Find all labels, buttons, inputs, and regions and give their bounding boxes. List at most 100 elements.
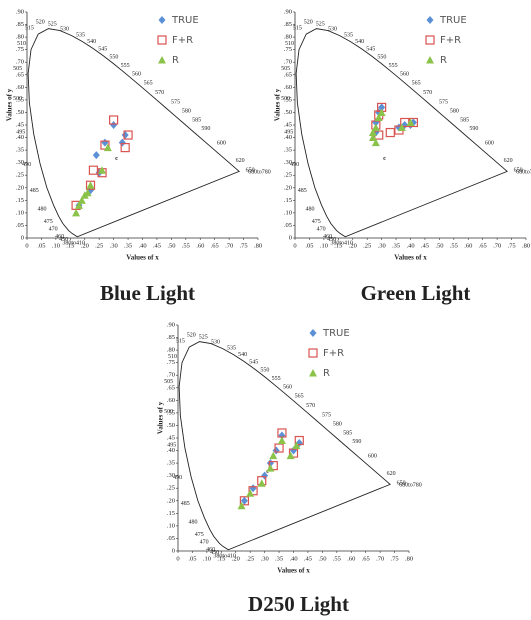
wavelength-label: 490 bbox=[22, 162, 31, 168]
legend-marker bbox=[309, 329, 317, 337]
wavelength-label: 380to410 bbox=[330, 241, 353, 247]
wavelength-label: 550 bbox=[260, 368, 269, 374]
y-tick-label: .30 bbox=[167, 472, 175, 479]
wavelength-label: 490 bbox=[290, 162, 299, 168]
wavelength-label: 680to780 bbox=[516, 170, 531, 176]
wavelength-label: 570 bbox=[423, 90, 432, 96]
spectral-locus bbox=[27, 28, 240, 238]
y-tick-label: .15 bbox=[16, 197, 24, 204]
x-tick-label: .45 bbox=[153, 242, 161, 249]
legend-label: TRUE bbox=[322, 328, 350, 339]
wavelength-label: 490 bbox=[173, 475, 182, 481]
marker-r bbox=[86, 181, 95, 189]
chart-caption: Blue Light bbox=[100, 281, 195, 305]
y-tick-label: .85 bbox=[284, 21, 292, 28]
x-tick-label: .30 bbox=[378, 242, 386, 249]
y-tick-label: 0 bbox=[289, 234, 292, 241]
wavelength-label: 495 bbox=[167, 443, 176, 449]
x-tick-label: .05 bbox=[305, 242, 313, 249]
x-tick-label: .60 bbox=[464, 242, 472, 249]
wavelength-label: 540 bbox=[355, 39, 364, 45]
wavelength-label: 545 bbox=[366, 47, 375, 53]
legend-marker bbox=[158, 16, 166, 24]
marker-true bbox=[261, 471, 269, 480]
y-tick-label: .50 bbox=[16, 109, 24, 116]
marker-r bbox=[246, 489, 255, 497]
y-tick-label: .10 bbox=[167, 522, 175, 529]
legend-label: TRUE bbox=[439, 15, 467, 26]
y-tick-label: .40 bbox=[167, 447, 175, 454]
marker-r bbox=[269, 451, 278, 460]
wavelength-label: 520 bbox=[36, 20, 45, 26]
wavelength-label: 680to780 bbox=[248, 170, 271, 176]
x-tick-label: .30 bbox=[261, 555, 269, 562]
chart-panel: 0 .05 .10 .15 .20 .25 .30 .35 .40 .45 .50 .55 .60 .65… bbox=[157, 321, 422, 615]
wavelength-label: 505 bbox=[281, 66, 290, 72]
wavelength-label: 530 bbox=[211, 339, 220, 345]
wavelength-label: 530 bbox=[328, 26, 337, 32]
marker-true bbox=[378, 103, 386, 112]
y-tick-label: .75 bbox=[16, 46, 24, 53]
y-tick-label: .70 bbox=[284, 59, 292, 66]
marker-r bbox=[277, 436, 286, 445]
y-tick-label: .15 bbox=[284, 197, 292, 204]
y-tick-label: .90 bbox=[167, 321, 175, 328]
x-tick-label: .75 bbox=[240, 242, 248, 249]
x-tick-label: .10 bbox=[203, 555, 211, 562]
marker-r bbox=[292, 441, 301, 450]
x-tick-label: .70 bbox=[493, 242, 501, 249]
x-tick-label: .20 bbox=[81, 242, 89, 249]
wavelength-label: 565 bbox=[144, 81, 153, 87]
legend-label: F+R bbox=[440, 35, 461, 46]
wavelength-label: 495 bbox=[16, 130, 25, 136]
wavelength-label: 585 bbox=[343, 431, 352, 437]
x-tick-label: .25 bbox=[246, 555, 254, 562]
wavelength-label: 560 bbox=[400, 72, 409, 78]
wavelength-label: 460 bbox=[206, 547, 215, 553]
y-tick-label: .55 bbox=[284, 96, 292, 103]
wavelength-label: 575 bbox=[439, 99, 448, 105]
wavelength-label: 585 bbox=[192, 118, 201, 124]
wavelength-label: 555 bbox=[389, 63, 398, 69]
wavelength-label: 500 bbox=[13, 96, 22, 102]
x-tick-label: .05 bbox=[188, 555, 196, 562]
y-axis-title: Values of y bbox=[157, 401, 165, 434]
y-tick-label: .50 bbox=[284, 109, 292, 116]
wavelength-label: 525 bbox=[48, 21, 57, 27]
wavelength-label: 540 bbox=[87, 39, 96, 45]
y-tick-label: .25 bbox=[16, 172, 24, 179]
wavelength-label: 380to410 bbox=[213, 554, 236, 560]
wavelength-label: 470 bbox=[200, 540, 209, 546]
wavelength-label: 620 bbox=[236, 158, 245, 164]
marker-true bbox=[110, 121, 118, 129]
wavelength-label: 525 bbox=[316, 21, 325, 27]
wavelength-label: 470 bbox=[49, 227, 58, 233]
x-tick-label: .55 bbox=[450, 242, 458, 249]
marker-fr bbox=[88, 165, 99, 175]
x-tick-label: .65 bbox=[479, 242, 487, 249]
wavelength-label: 590 bbox=[201, 126, 210, 132]
y-tick-label: .40 bbox=[16, 134, 24, 141]
white-point-label: c bbox=[383, 155, 386, 162]
marker-fr bbox=[274, 443, 284, 453]
x-tick-label: .80 bbox=[254, 242, 262, 249]
marker-fr bbox=[120, 143, 130, 153]
x-tick-label: .25 bbox=[95, 242, 103, 249]
x-tick-label: .60 bbox=[196, 242, 204, 249]
y-tick-label: .05 bbox=[16, 222, 24, 229]
wavelength-label: 485 bbox=[181, 501, 190, 507]
y-tick-label: .60 bbox=[167, 397, 175, 404]
wavelength-label: 535 bbox=[227, 345, 236, 351]
x-tick-label: .75 bbox=[391, 555, 399, 562]
y-tick-label: .30 bbox=[284, 159, 292, 166]
marker-r bbox=[103, 143, 112, 152]
y-tick-label: .35 bbox=[167, 460, 175, 467]
wavelength-label: 680to780 bbox=[399, 483, 422, 489]
marker-r bbox=[286, 451, 295, 460]
y-tick-label: .05 bbox=[284, 222, 292, 229]
wavelength-label: 485 bbox=[298, 188, 307, 194]
marker-fr bbox=[239, 496, 250, 506]
x-tick-label: .70 bbox=[225, 242, 233, 249]
wavelength-label: 475 bbox=[195, 532, 204, 538]
x-tick-label: .20 bbox=[349, 242, 357, 249]
